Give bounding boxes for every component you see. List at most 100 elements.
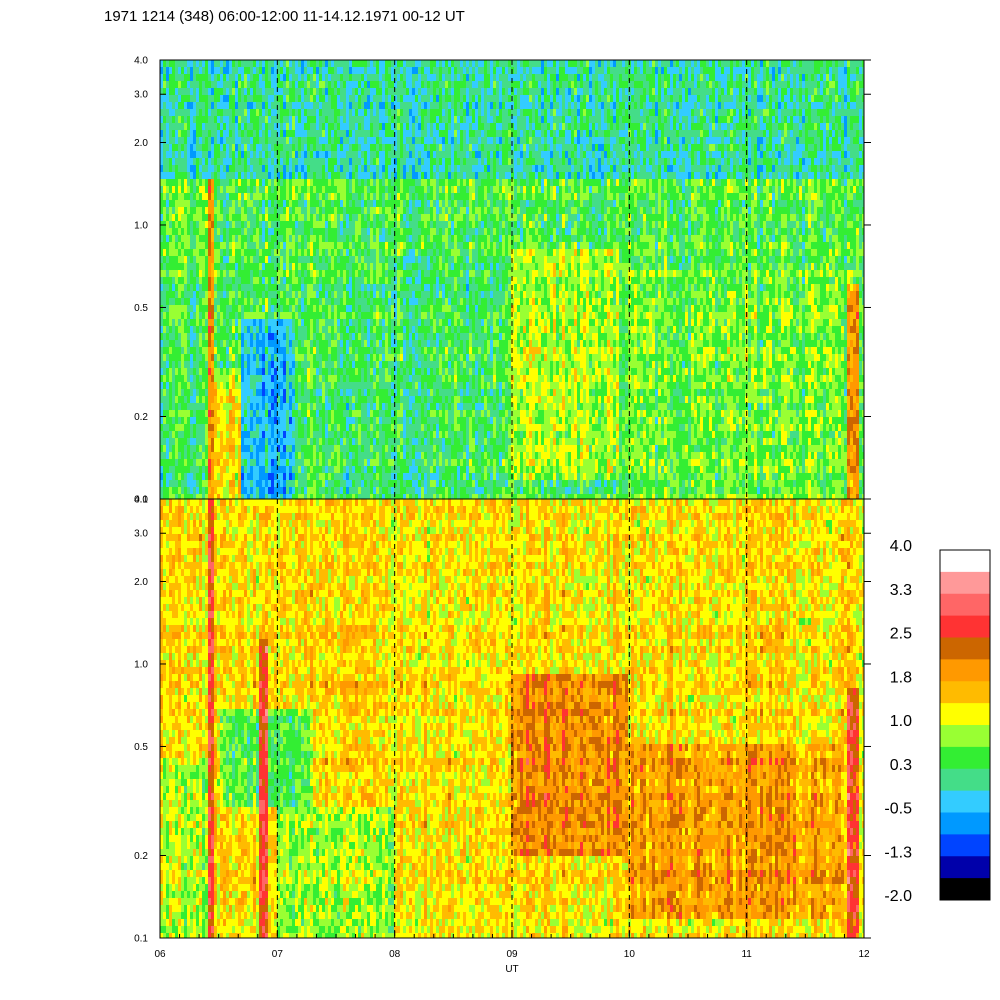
spectrogram-cell: [268, 102, 272, 110]
spectrogram-cell: [178, 319, 182, 327]
spectrogram-cell: [232, 102, 236, 110]
spectrogram-cell: [295, 417, 299, 425]
spectrogram-cell: [370, 256, 374, 264]
spectrogram-cell: [337, 228, 341, 236]
spectrogram-cell: [175, 137, 179, 145]
spectrogram-cell: [265, 487, 269, 495]
spectrogram-cell: [238, 347, 242, 355]
spectrogram-cell: [217, 151, 221, 159]
spectrogram-cell: [205, 431, 209, 439]
spectrogram-cell: [253, 396, 257, 404]
spectrogram-cell: [181, 249, 185, 257]
spectrogram-cell: [277, 242, 281, 250]
spectrogram-cell: [334, 151, 338, 159]
spectrogram-cell: [364, 438, 368, 446]
spectrogram-cell: [211, 214, 215, 222]
spectrogram-cell: [292, 207, 296, 215]
spectrogram-cell: [250, 487, 254, 495]
spectrogram-cell: [364, 207, 368, 215]
spectrogram-cell: [193, 123, 197, 131]
spectrogram-cell: [322, 410, 326, 418]
spectrogram-cell: [355, 207, 359, 215]
spectrogram-cell: [208, 193, 212, 201]
spectrogram-cell: [238, 263, 242, 271]
spectrogram-cell: [307, 396, 311, 404]
spectrogram-cell: [352, 466, 356, 474]
spectrogram-cell: [334, 256, 338, 264]
spectrogram-cell: [253, 480, 257, 488]
spectrogram-cell: [220, 354, 224, 362]
spectrogram-cell: [355, 74, 359, 82]
spectrogram-cell: [232, 319, 236, 327]
spectrogram-cell: [388, 312, 392, 320]
spectrogram-cell: [361, 242, 365, 250]
spectrogram-cell: [178, 165, 182, 173]
spectrogram-cell: [196, 200, 200, 208]
spectrogram-cell: [271, 291, 275, 299]
spectrogram-cell: [334, 179, 338, 187]
spectrogram-cell: [298, 438, 302, 446]
spectrogram-cell: [385, 438, 389, 446]
spectrogram-cell: [289, 277, 293, 285]
spectrogram-cell: [277, 319, 281, 327]
spectrogram-cell: [376, 333, 380, 341]
spectrogram-cell: [253, 277, 257, 285]
spectrogram-cell: [310, 389, 314, 397]
spectrogram-cell: [298, 158, 302, 166]
spectrogram-cell: [205, 102, 209, 110]
spectrogram-cell: [199, 382, 203, 390]
spectrogram-cell: [193, 249, 197, 257]
spectrogram-cell: [160, 109, 164, 117]
spectrogram-cell: [229, 95, 233, 103]
spectrogram-cell: [349, 60, 353, 68]
spectrogram-cell: [178, 445, 182, 453]
spectrogram-cell: [295, 473, 299, 481]
spectrogram-cell: [196, 368, 200, 376]
spectrogram-cell: [220, 333, 224, 341]
spectrogram-cell: [274, 214, 278, 222]
spectrogram-cell: [391, 74, 395, 82]
spectrogram-cell: [217, 361, 221, 369]
spectrogram-cell: [313, 368, 317, 376]
spectrogram-cell: [292, 165, 296, 173]
spectrogram-cell: [217, 172, 221, 180]
spectrogram-cell: [319, 179, 323, 187]
spectrogram-cell: [268, 389, 272, 397]
spectrogram-cell: [250, 123, 254, 131]
spectrogram-cell: [292, 172, 296, 180]
spectrogram-cell: [307, 235, 311, 243]
spectrogram-cell: [355, 179, 359, 187]
spectrogram-cell: [187, 172, 191, 180]
spectrogram-cell: [160, 270, 164, 278]
spectrogram-cell: [340, 228, 344, 236]
spectrogram-cell: [382, 480, 386, 488]
spectrogram-cell: [259, 487, 263, 495]
spectrogram-cell: [196, 284, 200, 292]
spectrogram-cell: [319, 431, 323, 439]
spectrogram-cell: [187, 123, 191, 131]
spectrogram-cell: [322, 151, 326, 159]
spectrogram-cell: [319, 158, 323, 166]
spectrogram-cell: [388, 214, 392, 222]
spectrogram-cell: [355, 480, 359, 488]
spectrogram-cell: [232, 249, 236, 257]
spectrogram-cell: [232, 284, 236, 292]
spectrogram-cell: [340, 165, 344, 173]
spectrogram-cell: [229, 284, 233, 292]
spectrogram-cell: [322, 256, 326, 264]
spectrogram-cell: [289, 382, 293, 390]
spectrogram-cell: [379, 214, 383, 222]
spectrogram-cell: [322, 88, 326, 96]
spectrogram-cell: [322, 326, 326, 334]
spectrogram-cell: [196, 95, 200, 103]
spectrogram-cell: [271, 60, 275, 68]
spectrogram-cell: [190, 438, 194, 446]
spectrogram-cell: [277, 452, 281, 460]
spectrogram-cell: [295, 270, 299, 278]
spectrogram-cell: [328, 123, 332, 131]
spectrogram-cell: [355, 312, 359, 320]
spectrogram-cell: [295, 200, 299, 208]
spectrogram-cell: [307, 102, 311, 110]
spectrogram-cell: [319, 81, 323, 89]
spectrogram-cell: [310, 200, 314, 208]
